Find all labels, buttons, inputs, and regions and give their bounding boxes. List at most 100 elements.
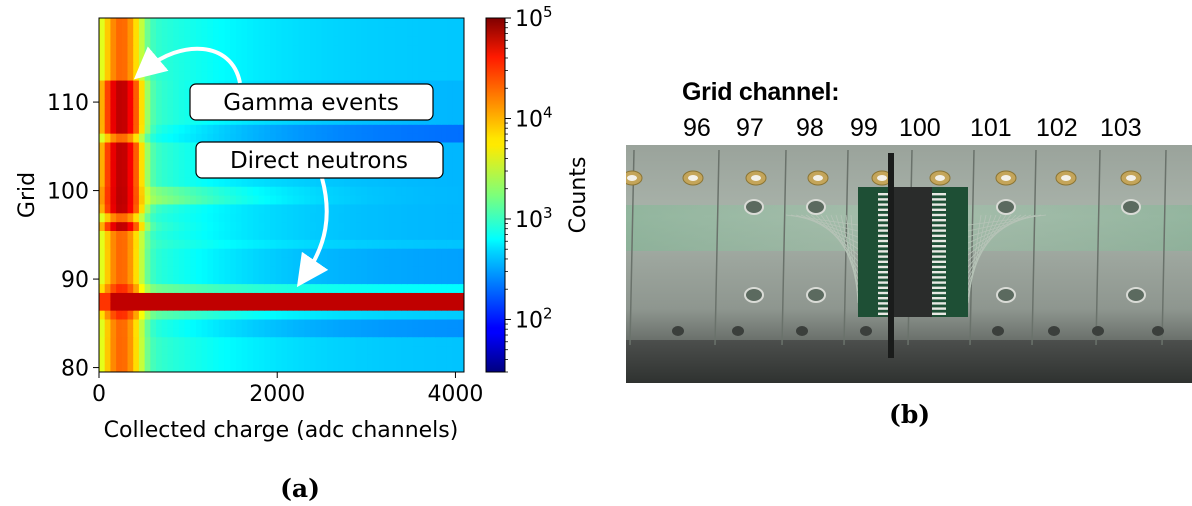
heatmap-cell (110, 150, 117, 161)
heatmap-cell (144, 230, 151, 240)
heatmap-cell (247, 44, 254, 54)
heatmap-cell (315, 177, 323, 187)
heatmap-cell (395, 327, 402, 338)
heatmap-cell (458, 318, 464, 329)
heatmap-cell (275, 212, 283, 223)
heatmap-cell (435, 35, 442, 46)
heatmap-cell (270, 133, 277, 143)
heatmap-cell (292, 354, 300, 364)
heatmap-cell (378, 363, 385, 372)
heatmap-cell (127, 88, 134, 99)
heatmap-cell (418, 71, 425, 81)
heatmap-cell (458, 141, 464, 152)
heatmap-cell (298, 186, 305, 196)
heatmap-cell (235, 203, 243, 214)
heatmap-cell (418, 62, 425, 72)
heatmap-cell (384, 283, 391, 293)
heatmap-cell (338, 133, 345, 143)
heatmap-cell (167, 44, 174, 54)
heatmap-cell (435, 53, 442, 63)
heatmap-cell (156, 159, 163, 170)
heatmap-cell (218, 62, 226, 72)
heatmap-cell (435, 26, 442, 37)
heatmap-cell (127, 141, 134, 152)
heatmap-cell (127, 79, 134, 90)
heatmap-cell (389, 35, 397, 46)
heatmap-cell (406, 221, 414, 231)
connector-pin (932, 255, 946, 258)
heatmap-cell (150, 159, 157, 170)
heatmap-cell (138, 239, 146, 249)
heatmap-cell (355, 354, 362, 364)
heatmap-cell (332, 345, 340, 355)
heatmap-cell (156, 195, 163, 205)
heatmap-cell (367, 363, 374, 372)
heatmap-cell (446, 168, 454, 178)
heatmap-cell (144, 124, 151, 134)
heatmap-cell (412, 327, 419, 338)
heatmap-cell (258, 336, 265, 347)
heatmap-cell (446, 62, 454, 72)
heatmap-cell (412, 203, 419, 214)
heatmap-cell (435, 18, 442, 28)
heatmap-cell (384, 327, 391, 338)
heatmap-cell (406, 301, 414, 311)
heatmap-cell (355, 133, 362, 143)
heatmap-cell (264, 256, 271, 267)
heatmap-cell (446, 363, 454, 372)
heatmap-cell (355, 318, 362, 329)
heatmap-cell (167, 141, 174, 152)
heatmap-cell (201, 292, 208, 302)
heatmap-cell (110, 62, 117, 72)
heatmap-cell (190, 292, 197, 302)
heatmap-cell (121, 221, 129, 231)
heatmap-cell (406, 212, 414, 223)
heatmap-cell (412, 212, 419, 223)
heatmap-cell (150, 18, 157, 28)
heatmap-cell (116, 115, 123, 125)
heatmap-cell (361, 230, 368, 240)
heatmap-cell (338, 318, 345, 329)
heatmap-cell (230, 336, 237, 347)
heatmap-cell (104, 292, 111, 302)
heatmap-cell (167, 301, 174, 311)
heatmap-cell (213, 274, 220, 285)
heatmap-cell (241, 44, 248, 54)
heatmap-cell (201, 256, 208, 267)
heatmap-cell (458, 115, 464, 125)
heatmap-cell (395, 18, 402, 28)
heatmap-cell (184, 141, 191, 152)
heatmap-cell (235, 248, 243, 258)
heatmap-cell (446, 230, 454, 240)
y-axis-label: Grid (15, 172, 40, 218)
heatmap-cell (275, 274, 283, 285)
heatmap-cell (270, 248, 277, 258)
panel-label-a: (a) (280, 474, 320, 503)
heatmap-cell (150, 177, 157, 187)
heatmap-cell (452, 274, 459, 285)
lower-hole (1048, 326, 1060, 336)
heatmap-cell (367, 345, 374, 355)
heatmap-cell (361, 265, 368, 276)
heatmap-cell (372, 354, 380, 364)
heatmap-cell (349, 256, 357, 267)
heatmap-cell (389, 230, 397, 240)
heatmap-cell (127, 133, 134, 143)
heatmap-cell (110, 195, 117, 205)
heatmap-cell (207, 203, 214, 214)
heatmap-cell (156, 186, 163, 196)
heatmap-cell (355, 35, 362, 46)
heatmap-cell (150, 26, 157, 37)
heatmap-cell (190, 318, 197, 329)
heatmap-cell (235, 274, 243, 285)
heatmap-cell (446, 301, 454, 311)
heatmap-cell (241, 336, 248, 347)
heatmap-cell (446, 292, 454, 302)
heatmap-cell (178, 26, 186, 37)
heatmap-cell (116, 327, 123, 338)
heatmap-cell (104, 141, 111, 152)
heatmap-cell (224, 133, 231, 143)
heatmap-cell (418, 35, 425, 46)
heatmap-cell (372, 256, 380, 267)
heatmap-cell (167, 150, 174, 161)
